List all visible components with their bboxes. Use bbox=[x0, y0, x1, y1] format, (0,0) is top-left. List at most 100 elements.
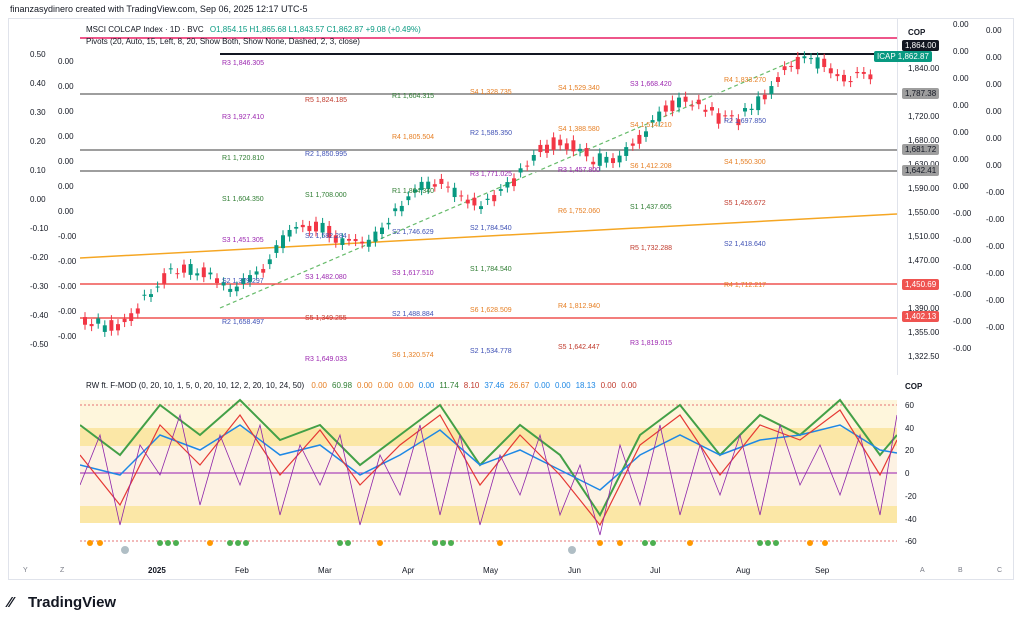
left-scale-label: 0.00 bbox=[58, 182, 74, 191]
price-axis-label: 1,510.00 bbox=[908, 232, 939, 241]
candle-body bbox=[637, 135, 641, 144]
pivot-label: R2 1,658.497 bbox=[222, 319, 264, 326]
symbol-legend[interactable]: MSCI COLCAP Index · 1D · BVC O1,854.15 H… bbox=[86, 25, 421, 34]
candle-body bbox=[835, 74, 839, 76]
candle-body bbox=[380, 228, 384, 234]
candle-body bbox=[202, 267, 206, 277]
candle-body bbox=[149, 294, 153, 297]
pivot-label: S2 1,784.540 bbox=[470, 225, 512, 232]
candle-body bbox=[532, 155, 536, 161]
left-scale-label: -0.00 bbox=[58, 232, 76, 241]
candle-body bbox=[730, 115, 734, 116]
oscillator-value: 0.00 bbox=[555, 381, 571, 390]
candle-body bbox=[783, 66, 787, 70]
left-scale-label: 0.00 bbox=[58, 82, 74, 91]
pivot-label: S2 1,582.284 bbox=[305, 233, 347, 240]
candle-body bbox=[459, 195, 463, 196]
pivots-legend[interactable]: Pivots (20, Auto, 15, Left, 8, 20, Show … bbox=[86, 37, 360, 46]
right-scale-b: 0.00 bbox=[986, 80, 1002, 89]
candle-body bbox=[644, 131, 648, 137]
candle-body bbox=[525, 166, 529, 167]
candle-body bbox=[677, 98, 681, 108]
price-chart[interactable] bbox=[80, 18, 897, 375]
candle-body bbox=[367, 240, 371, 247]
candle-body bbox=[703, 110, 707, 112]
candle-body bbox=[486, 199, 490, 200]
pivot-label: R4 1,833.270 bbox=[724, 77, 766, 84]
price-level-tag: 1,864.00 bbox=[902, 40, 939, 51]
left-scale-label: 0.00 bbox=[30, 195, 46, 204]
left-scale-label: -0.50 bbox=[30, 340, 48, 349]
candle-body bbox=[545, 145, 549, 153]
pivot-label: S1 1,784.540 bbox=[470, 266, 512, 273]
right-scale-a: 0.00 bbox=[953, 128, 969, 137]
candle-body bbox=[307, 226, 311, 231]
date-label: Apr bbox=[402, 566, 414, 575]
candle-body bbox=[274, 245, 278, 253]
left-scale-label: 0.00 bbox=[58, 157, 74, 166]
oscillator-axis-label: 60 bbox=[905, 401, 914, 410]
left-scale-label: 0.00 bbox=[58, 132, 74, 141]
oscillator-axis-label: -60 bbox=[905, 537, 917, 546]
candle-body bbox=[294, 227, 298, 229]
left-scale-label: -0.00 bbox=[58, 257, 76, 266]
corner-letter: Y bbox=[23, 567, 28, 574]
candle-body bbox=[519, 168, 523, 172]
candle-body bbox=[162, 273, 166, 283]
candle-body bbox=[96, 318, 100, 323]
candle-body bbox=[512, 178, 516, 186]
pivot-label: S3 1,617.510 bbox=[392, 270, 434, 277]
right-scale-a: -0.00 bbox=[953, 209, 971, 218]
candle-body bbox=[789, 66, 793, 67]
candle-body bbox=[565, 143, 569, 149]
pivot-label: R2 1,697.850 bbox=[724, 118, 766, 125]
candle-body bbox=[505, 182, 509, 187]
candle-body bbox=[103, 325, 107, 332]
candle-body bbox=[670, 100, 674, 111]
price-level-tag: 1,450.69 bbox=[902, 279, 939, 290]
price-axis[interactable]: COP 0.00 0.00 1,840.001,760.001,720.001,… bbox=[897, 18, 1015, 375]
candle-body bbox=[796, 57, 800, 69]
candle-body bbox=[321, 223, 325, 233]
candle-body bbox=[301, 225, 305, 227]
candle-body bbox=[862, 72, 866, 74]
oscillator-name: RW ft. F-MOD (0, 20, 10, 1, 5, 0, 20, 10… bbox=[86, 381, 304, 390]
tradingview-logo[interactable]: ⁄⁄ TradingView bbox=[8, 594, 116, 611]
oscillator-axis-label: 40 bbox=[905, 424, 914, 433]
candle-body bbox=[578, 149, 582, 151]
oscillator-axis-label: -20 bbox=[905, 492, 917, 501]
oscillator-value: 0.00 bbox=[378, 381, 394, 390]
pivot-label: R3 1,846.305 bbox=[222, 60, 264, 67]
right-scale-a-0: 0.00 bbox=[953, 20, 969, 29]
date-label: Feb bbox=[235, 566, 249, 575]
corner-letter: C bbox=[997, 567, 1002, 574]
pivot-label: R1 1,604.315 bbox=[392, 93, 434, 100]
pivot-label: S5 1,349.255 bbox=[305, 315, 347, 322]
candle-body bbox=[116, 324, 120, 330]
candle-body bbox=[347, 239, 351, 241]
pivot-label: S2 1,746.629 bbox=[392, 229, 434, 236]
candle-body bbox=[479, 206, 483, 209]
pivot-label: R2 1,585.350 bbox=[470, 130, 512, 137]
candle-body bbox=[743, 108, 747, 111]
oscillator-legend[interactable]: RW ft. F-MOD (0, 20, 10, 1, 5, 0, 20, 10… bbox=[86, 381, 637, 390]
date-label: Aug bbox=[736, 566, 750, 575]
oscillator-value: 26.67 bbox=[509, 381, 529, 390]
left-scale-label: 0.10 bbox=[30, 166, 46, 175]
candle-body bbox=[776, 77, 780, 82]
date-label: Jun bbox=[568, 566, 581, 575]
left-scale-label: 0.00 bbox=[58, 207, 74, 216]
price-axis-label: 1,322.50 bbox=[908, 352, 939, 361]
candle-body bbox=[472, 198, 476, 206]
right-scale-a: 0.00 bbox=[953, 74, 969, 83]
oscillator-value: 0.00 bbox=[419, 381, 435, 390]
date-label: Sep bbox=[815, 566, 829, 575]
pivot-label: R3 1,771.025 bbox=[470, 171, 512, 178]
oscillator-chart[interactable] bbox=[80, 395, 897, 560]
candle-body bbox=[868, 74, 872, 79]
right-scale-a: 0.00 bbox=[953, 155, 969, 164]
candle-body bbox=[499, 189, 503, 191]
candle-body bbox=[406, 196, 410, 200]
oscillator-value: 37.46 bbox=[484, 381, 504, 390]
pivot-label: S2 1,488.884 bbox=[392, 311, 434, 318]
